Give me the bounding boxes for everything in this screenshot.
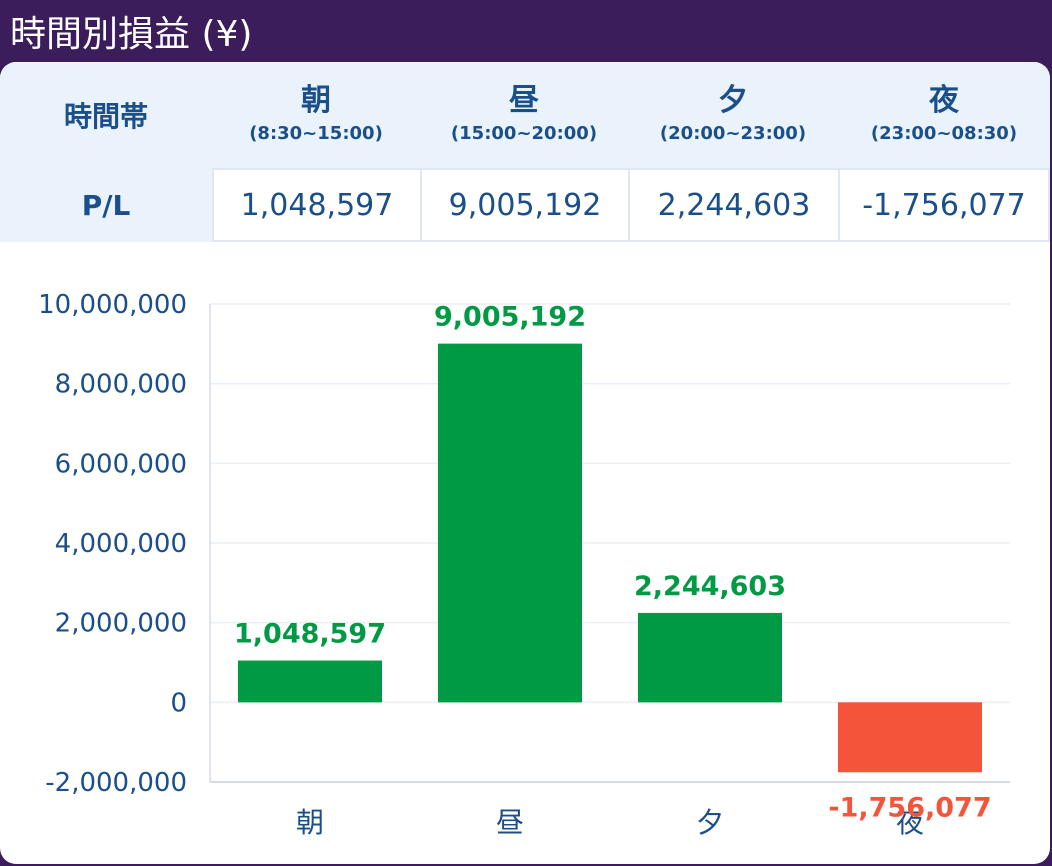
y-tick-label: 10,000,000 [38,290,187,320]
y-tick-label: 0 [170,688,187,718]
pl-value-cell: -1,756,077 [838,168,1050,242]
bar [438,343,582,703]
pl-value-cell: 9,005,192 [420,168,630,242]
column-range: (23:00~08:30) [870,123,1018,144]
column-name: 夕 [718,83,748,118]
column-name: 夜 [929,83,959,118]
x-tick-label: 夕 [696,806,724,839]
x-tick-label: 昼 [496,806,524,839]
y-tick-label: 6,000,000 [55,449,187,479]
pl-value-cell: 1,048,597 [212,168,422,242]
column-range: (20:00~23:00) [659,123,807,144]
bar [638,612,782,703]
chart-title: 時間別損益 (¥) [10,14,253,55]
data-label: 2,244,603 [634,571,786,602]
column-name: 朝 [301,83,331,118]
column-range: (8:30~15:00) [249,123,383,144]
pl-value-cell: 2,244,603 [628,168,840,242]
row-label: P/L [81,188,131,222]
data-label: -1,756,077 [828,792,991,823]
x-tick-label: 夜 [896,806,924,839]
x-tick-label: 朝 [296,806,324,839]
summary-table: 時間帯 P/L 朝 (8:30~15:00) 昼 (15:00~20:00) 夕… [0,62,1050,242]
column-header: 昼 (15:00~20:00) [420,62,628,168]
y-tick-label: 8,000,000 [55,370,187,400]
column-range: (15:00~20:00) [450,123,598,144]
column-header: 夕 (20:00~23:00) [628,62,838,168]
column-header: 朝 (8:30~15:00) [212,62,420,168]
y-tick-label: 4,000,000 [55,529,187,559]
y-tick-label: -2,000,000 [45,768,187,798]
column-header: 夜 (23:00~08:30) [838,62,1050,168]
bar [238,660,382,703]
header-label: 時間帯 [63,100,148,133]
bar [838,702,982,773]
data-label: 9,005,192 [434,302,586,333]
y-tick-label: 2,000,000 [55,609,187,639]
column-name: 昼 [509,83,539,118]
data-label: 1,048,597 [234,619,386,650]
